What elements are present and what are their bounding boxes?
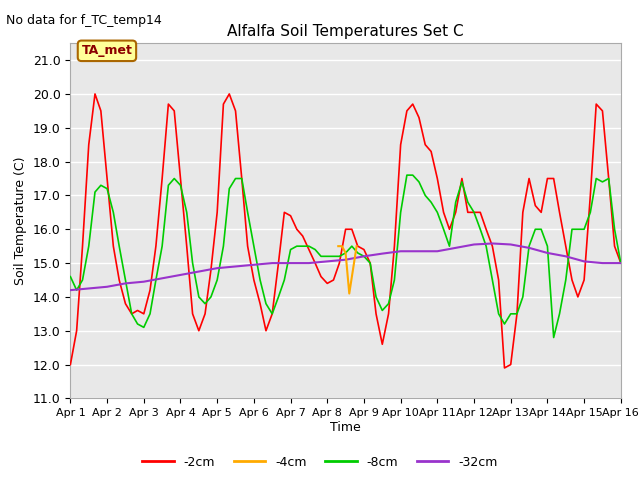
X-axis label: Time: Time [330,421,361,434]
Legend: -2cm, -4cm, -8cm, -32cm: -2cm, -4cm, -8cm, -32cm [138,451,502,474]
Title: Alfalfa Soil Temperatures Set C: Alfalfa Soil Temperatures Set C [227,24,464,39]
Text: No data for f_TC_temp14: No data for f_TC_temp14 [6,14,162,27]
Text: TA_met: TA_met [81,44,132,57]
Y-axis label: Soil Temperature (C): Soil Temperature (C) [14,156,28,285]
